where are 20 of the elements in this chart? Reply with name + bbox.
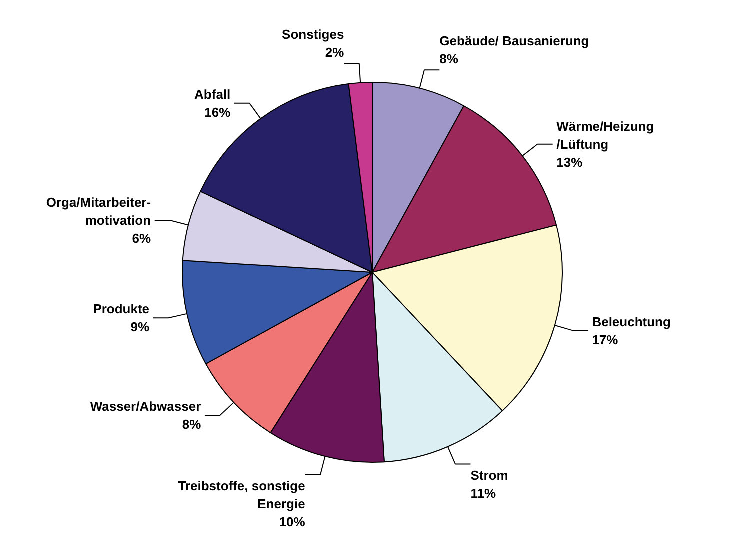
data-label: 9% bbox=[130, 320, 150, 335]
data-label: 6% bbox=[132, 231, 152, 246]
slice-label: Beleuchtung bbox=[592, 314, 671, 330]
slice-label: Orga/Mitarbeiter- motivation bbox=[46, 195, 152, 228]
data-label: 13% bbox=[556, 154, 584, 170]
data-label: 10% bbox=[279, 514, 306, 530]
slice-label: Abfall bbox=[194, 86, 231, 102]
slice-label: Gebäude/ Bausanierung bbox=[440, 33, 590, 48]
slice-label: Treibstoffe, sonstige Energie bbox=[178, 478, 306, 512]
data-label: 8% bbox=[440, 51, 459, 66]
data-label: 17% bbox=[592, 332, 619, 348]
slice-label: Sonstiges bbox=[282, 27, 344, 42]
slice-label: Produkte bbox=[93, 302, 150, 317]
data-label: 8% bbox=[182, 417, 202, 432]
data-label: 2% bbox=[325, 45, 345, 60]
slice-label: Wasser/Abwasser bbox=[90, 399, 202, 414]
slice-label: Wärme/Heizung /Lüftung bbox=[556, 118, 654, 152]
data-label: 11% bbox=[470, 486, 496, 502]
data-label: 16% bbox=[204, 104, 232, 120]
slice-label: Strom bbox=[470, 468, 508, 484]
